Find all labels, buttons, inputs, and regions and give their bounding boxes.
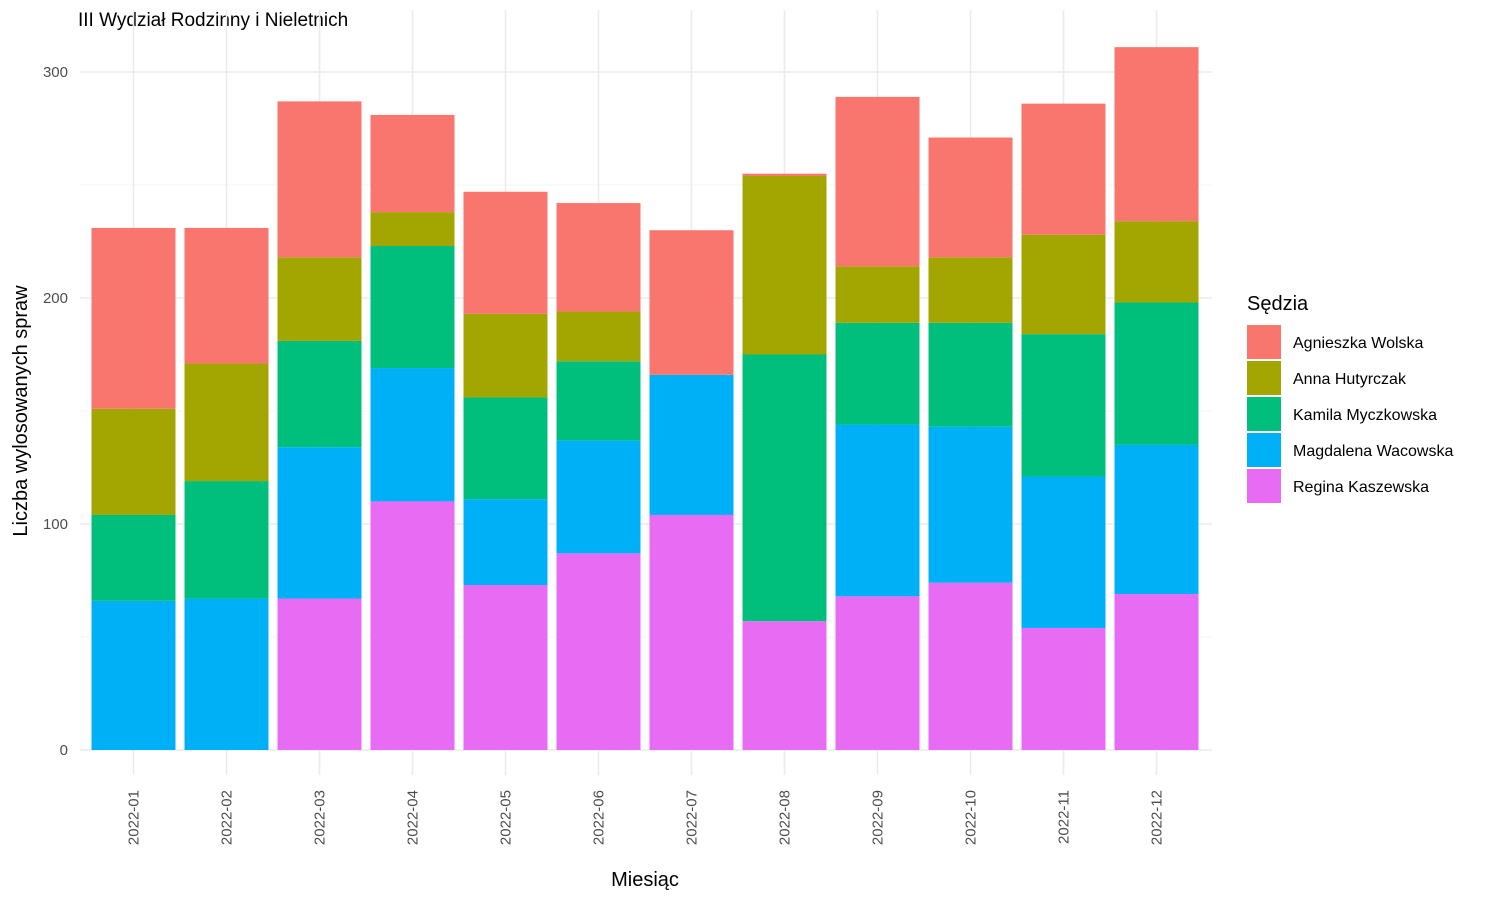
- bar-segment: [1021, 476, 1106, 628]
- bar-segment: [556, 361, 641, 441]
- bar-segment: [742, 621, 827, 750]
- x-tick-label: 2022-05: [498, 790, 515, 845]
- bar-segment: [91, 408, 176, 515]
- x-tick-label: 2022-03: [312, 790, 329, 845]
- bar-segment: [928, 582, 1013, 750]
- bar-segment: [835, 424, 920, 597]
- bar-segment: [835, 322, 920, 425]
- bar-segment: [928, 322, 1013, 427]
- bar-segment: [370, 368, 455, 502]
- legend-label: Agnieszka Wolska: [1293, 335, 1424, 352]
- x-tick-label: 2022-08: [777, 790, 794, 845]
- bar-segment: [649, 374, 734, 515]
- x-tick-label: 2022-09: [870, 790, 887, 845]
- bar-segment: [1114, 594, 1199, 750]
- bar-segment: [742, 175, 827, 355]
- bar-segment: [1114, 444, 1199, 595]
- bar-segment: [835, 96, 920, 267]
- y-tick-label: 200: [43, 290, 68, 307]
- bar-segment: [556, 440, 641, 554]
- bar-segment: [370, 501, 455, 750]
- bar-segment: [742, 354, 827, 622]
- bar-segment: [463, 313, 548, 398]
- x-tick-label: 2022-07: [684, 790, 701, 845]
- bar-segment: [370, 246, 455, 369]
- bar-segment: [928, 426, 1013, 583]
- y-axis-title: Liczba wylosowanych spraw: [10, 285, 32, 537]
- legend-swatch: [1247, 361, 1281, 395]
- bar-segment: [91, 600, 176, 750]
- bar-segment: [649, 230, 734, 375]
- bar-segment: [463, 397, 548, 500]
- bar-segment: [1114, 302, 1199, 445]
- bar-segment: [463, 499, 548, 586]
- legend-label: Magdalena Wacowska: [1293, 443, 1453, 460]
- x-tick-label: 2022-11: [1056, 790, 1073, 844]
- bar-segment: [184, 227, 269, 364]
- bar-segment: [835, 596, 920, 750]
- legend: Sędzia Agnieszka Wolska Anna Hutyrczak Kam…: [1247, 293, 1453, 503]
- bar-segment: [556, 203, 641, 312]
- bar-segment: [277, 598, 362, 750]
- x-axis-ticks: 2022-01 2022-02 2022-03 2022-04 2022-05 2022-…: [126, 790, 1166, 845]
- bar-segment: [1021, 334, 1106, 477]
- bar-segment: [1114, 221, 1199, 303]
- bar-segment: [742, 173, 827, 176]
- legend-label: Anna Hutyrczak: [1293, 371, 1407, 388]
- bar-segment: [91, 227, 176, 409]
- legend-title: Sędzia: [1247, 293, 1309, 315]
- bar-segment: [1021, 103, 1106, 235]
- x-tick-label: 2022-10: [963, 790, 980, 845]
- bar-segment: [556, 553, 641, 750]
- legend-swatch: [1247, 433, 1281, 467]
- bar-segment: [1021, 627, 1106, 750]
- legend-label: Regina Kaszewska: [1293, 479, 1429, 496]
- x-tick-label: 2022-01: [126, 790, 143, 845]
- legend-swatch: [1247, 397, 1281, 431]
- bar-segment: [928, 137, 1013, 258]
- bar-segment: [184, 363, 269, 482]
- bar-segment: [277, 257, 362, 341]
- bar-segment: [184, 598, 269, 750]
- bar-segment: [463, 585, 548, 750]
- x-tick-label: 2022-04: [405, 790, 422, 845]
- bar-segment: [1021, 234, 1106, 335]
- bar-segment: [649, 514, 734, 750]
- bar-segment: [928, 257, 1013, 323]
- bar-segment: [370, 212, 455, 247]
- bar-segment: [277, 340, 362, 448]
- y-tick-label: 100: [43, 516, 68, 533]
- legend-label: Kamila Myczkowska: [1293, 407, 1437, 424]
- bar-segment: [556, 311, 641, 362]
- bars: [91, 47, 1199, 750]
- y-tick-label: 300: [43, 64, 68, 81]
- bar-segment: [184, 481, 269, 599]
- bar-segment: [277, 101, 362, 258]
- bar-segment: [463, 191, 548, 314]
- x-axis-title: Miesiąc: [611, 869, 679, 891]
- bar-segment: [277, 447, 362, 599]
- chart-title: III Wydział Rodzinny i Nieletnich: [78, 10, 348, 31]
- bar-segment: [1114, 47, 1199, 222]
- legend-swatch: [1247, 325, 1281, 359]
- x-tick-label: 2022-06: [591, 790, 608, 845]
- x-tick-label: 2022-02: [219, 790, 236, 845]
- bar-segment: [91, 514, 176, 601]
- x-tick-label: 2022-12: [1149, 790, 1166, 845]
- bar-segment: [835, 266, 920, 323]
- y-tick-label: 0: [60, 742, 68, 759]
- y-axis-ticks: 0 100 200 300: [43, 64, 68, 759]
- bar-segment: [370, 114, 455, 213]
- legend-swatch: [1247, 469, 1281, 503]
